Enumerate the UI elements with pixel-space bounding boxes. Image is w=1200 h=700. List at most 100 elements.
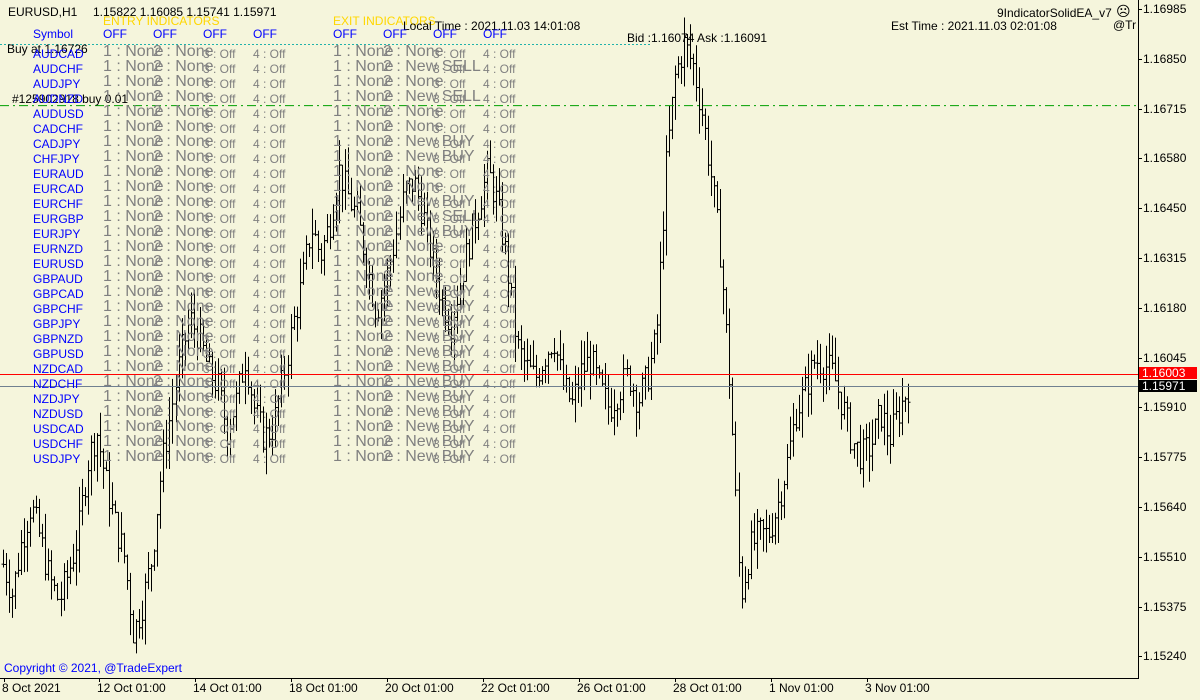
symbol-name[interactable]: EURUSD [33, 257, 84, 271]
symbol-name[interactable]: EURGBP [33, 212, 84, 226]
symbol-name[interactable]: AUDJPY [33, 77, 81, 91]
exit-indicator-1-status: 1 : None [333, 268, 394, 285]
exit-indicator-4-status: 4 : Off [483, 122, 516, 136]
symbol-name[interactable]: EURAUD [33, 167, 84, 181]
entry-flag-1[interactable]: OFF [103, 27, 127, 41]
order-label[interactable]: #125902918 buy 0.01 [12, 92, 129, 106]
copyright: Copyright © 2021, @TradeExpert [4, 661, 182, 675]
exit-indicator-1-status: 1 : None [333, 358, 394, 375]
price-label: 1.16985 [1143, 2, 1187, 16]
entry-indicator-4-status: 4 : Off [253, 377, 286, 391]
symbol-name[interactable]: GBPAUD [33, 272, 83, 286]
entry-indicator-3-status: 3 : Off [203, 152, 236, 166]
entry-indicator-2-status: 2 : None [153, 388, 214, 405]
exit-indicator-4-status: 4 : Off [483, 92, 516, 106]
exit-indicator-2-status: 2 : New BUY [383, 448, 475, 465]
symbol-name[interactable]: CADCHF [33, 122, 83, 136]
exit-indicator-1-status: 1 : None [333, 238, 394, 255]
entry-indicator-2-status: 2 : None [153, 88, 214, 105]
red-price-marker: 1.16003 [1139, 367, 1197, 379]
entry-indicator-4-status: 4 : Off [253, 302, 286, 316]
symbol-name[interactable]: EURCHF [33, 197, 83, 211]
symbol-name[interactable]: NZDUSD [33, 407, 83, 421]
symbol-name[interactable]: AUDCAD [33, 47, 84, 61]
symbol-name[interactable]: AUDCHF [33, 62, 83, 76]
exit-flag-2[interactable]: OFF [383, 27, 407, 41]
exit-indicator-4-status: 4 : Off [483, 317, 516, 331]
entry-indicator-1-status: 1 : None [103, 238, 164, 255]
symbol-name[interactable]: GBPUSD [33, 347, 84, 361]
entry-flag-2[interactable]: OFF [153, 27, 177, 41]
entry-indicator-1-status: 1 : None [103, 268, 164, 285]
symbol-name[interactable]: USDCAD [33, 422, 84, 436]
entry-indicator-2-status: 2 : None [153, 133, 214, 150]
entry-indicator-1-status: 1 : None [103, 343, 164, 360]
symbol-name[interactable]: AUDUSD [33, 107, 84, 121]
exit-indicator-1-status: 1 : None [333, 148, 394, 165]
exit-indicator-4-status: 4 : Off [483, 77, 516, 91]
time-tick [675, 678, 676, 682]
entry-indicator-3-status: 3 : Off [203, 437, 236, 451]
price-tick [1138, 258, 1142, 259]
exit-indicator-1-status: 1 : None [333, 298, 394, 315]
symbol-name[interactable]: GBPJPY [33, 317, 81, 331]
exit-indicator-1-status: 1 : None [333, 118, 394, 135]
symbol-name[interactable]: USDJPY [33, 452, 81, 466]
symbol-name[interactable]: GBPCAD [33, 287, 84, 301]
buy-at-label: Buy at 1.16726 [7, 42, 88, 56]
entry-indicator-3-status: 3 : Off [203, 272, 236, 286]
entry-indicator-4-status: 4 : Off [253, 452, 286, 466]
exit-indicator-4-status: 4 : Off [483, 377, 516, 391]
time-tick [99, 678, 100, 682]
symbol-name[interactable]: CHFJPY [33, 152, 80, 166]
exit-indicator-2-status: 2 : None [383, 178, 444, 195]
symbol-name[interactable]: EURCAD [33, 182, 84, 196]
exit-indicator-3-status: 3 : Off [433, 92, 466, 106]
exit-indicator-2-status: 2 : None [383, 43, 444, 60]
exit-flag-3[interactable]: OFF [433, 27, 457, 41]
entry-indicator-2-status: 2 : None [153, 313, 214, 330]
entry-indicator-4-status: 4 : Off [253, 437, 286, 451]
entry-indicator-1-status: 1 : None [103, 193, 164, 210]
entry-indicator-2-status: 2 : None [153, 43, 214, 60]
exit-flag-1[interactable]: OFF [333, 27, 357, 41]
time-tick [579, 678, 580, 682]
price-tick [1138, 158, 1142, 159]
symbol-name[interactable]: GBPCHF [33, 302, 84, 316]
exit-indicator-2-status: 2 : New BUY [383, 328, 475, 345]
symbol-name[interactable]: USDCHF [33, 437, 83, 451]
exit-indicator-4-status: 4 : Off [483, 272, 516, 286]
entry-indicator-4-status: 4 : Off [253, 107, 286, 121]
symbol-name[interactable]: NZDCAD [33, 362, 83, 376]
entry-indicator-3-status: 3 : Off [203, 107, 236, 121]
symbol-name[interactable]: CADJPY [33, 137, 81, 151]
symbol-name[interactable]: AUDNZD [33, 92, 83, 106]
smiley-icon[interactable]: ☹ [1116, 3, 1131, 19]
symbol-name[interactable]: EURJPY [33, 227, 81, 241]
exit-flag-4[interactable]: OFF [483, 27, 507, 41]
symbol-name[interactable]: EURNZD [33, 242, 83, 256]
exit-indicator-4-status: 4 : Off [483, 437, 516, 451]
entry-flag-4[interactable]: OFF [253, 27, 277, 41]
price-tick [1138, 109, 1142, 110]
entry-indicator-2-status: 2 : None [153, 163, 214, 180]
entry-indicator-1-status: 1 : None [103, 313, 164, 330]
exit-indicator-3-status: 3 : Off [433, 77, 466, 91]
exit-indicator-3-status: 3 : Off [433, 377, 466, 391]
symbol-name[interactable]: NZDCHF [33, 377, 83, 391]
exit-indicator-3-status: 3 : Off [433, 437, 466, 451]
exit-indicator-2-status: 2 : None [383, 253, 444, 270]
exit-indicator-4-status: 4 : Off [483, 452, 516, 466]
entry-indicator-3-status: 3 : Off [203, 197, 236, 211]
symbol-name[interactable]: NZDJPY [33, 392, 80, 406]
exit-indicator-2-status: 2 : New BUY [383, 298, 475, 315]
exit-indicator-2-status: 2 : New SELL [383, 208, 481, 225]
entry-indicator-4-status: 4 : Off [253, 272, 286, 286]
entry-indicator-4-status: 4 : Off [253, 347, 286, 361]
symbol-name[interactable]: GBPNZD [33, 332, 84, 346]
entry-indicator-3-status: 3 : Off [203, 347, 236, 361]
price-chart[interactable]: EURUSD,H1 1.15822 1.16085 1.15741 1.1597… [0, 0, 1139, 679]
price-tick [1138, 557, 1142, 558]
exit-indicator-4-status: 4 : Off [483, 182, 516, 196]
entry-flag-3[interactable]: OFF [203, 27, 227, 41]
